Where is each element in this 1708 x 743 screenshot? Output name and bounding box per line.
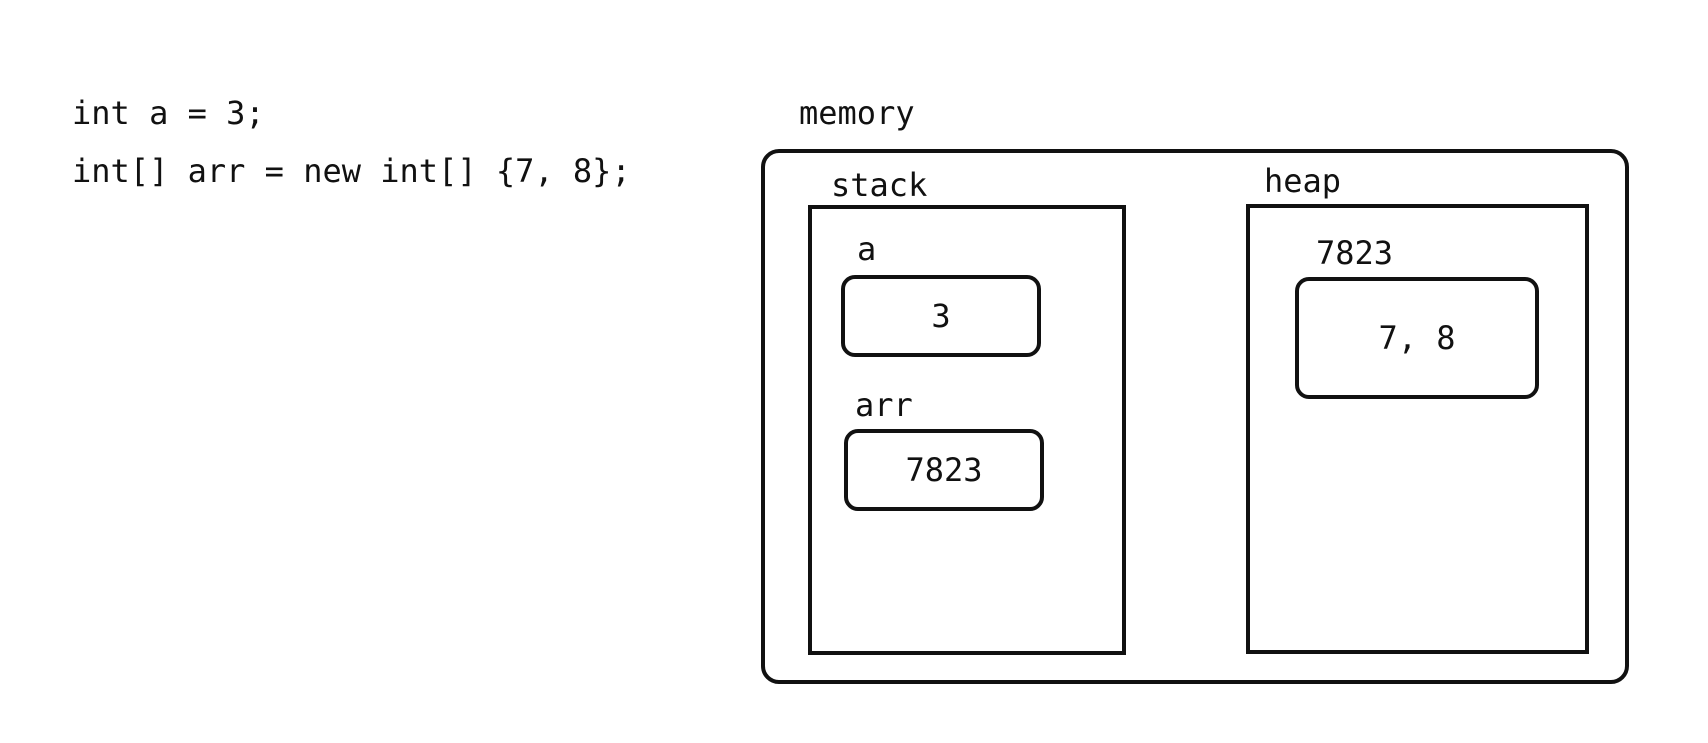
stack-var-name-arr: arr xyxy=(855,386,913,424)
stack-var-cell-arr: 7823 xyxy=(844,429,1044,511)
code-line-1: int a = 3; xyxy=(72,94,265,132)
heap-object-cell: 7, 8 xyxy=(1295,277,1539,399)
memory-title: memory xyxy=(799,94,915,132)
stack-title: stack xyxy=(831,166,928,204)
memory-box xyxy=(761,149,1629,684)
heap-panel xyxy=(1246,204,1589,654)
code-line-2: int[] arr = new int[] {7, 8}; xyxy=(72,152,631,190)
stack-var-cell-a: 3 xyxy=(841,275,1041,357)
heap-title: heap xyxy=(1264,162,1342,200)
stack-var-name-a: a xyxy=(857,230,877,268)
heap-object-address: 7823 xyxy=(1316,234,1394,272)
stack-panel xyxy=(808,205,1126,655)
